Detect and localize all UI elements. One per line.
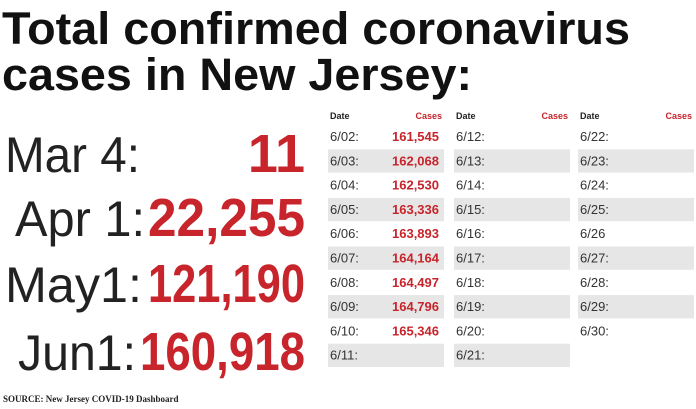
cases-cell: 162,530 [392, 178, 439, 193]
date-cell: 6/24: [580, 178, 609, 193]
cases-cell: 163,336 [392, 202, 439, 217]
milestone-cases: 22,255 [148, 188, 305, 248]
date-cell: 6/15: [456, 202, 485, 217]
date-cell: 6/06: [330, 226, 359, 241]
title-line: cases in New Jersey: [2, 49, 472, 100]
date-header: Date [580, 111, 600, 121]
row-bg [328, 343, 444, 367]
cases-cell: 161,545 [392, 129, 439, 144]
date-cell: 6/14: [456, 178, 485, 193]
date-cell: 6/05: [330, 202, 359, 217]
milestone-date: May1: [5, 257, 142, 313]
milestone-cases: 11 [248, 124, 305, 184]
date-cell: 6/12: [456, 129, 485, 144]
row-bg [454, 197, 570, 222]
date-cell: 6/19: [456, 299, 485, 314]
row-bg [328, 149, 444, 173]
cases-cell: 164,796 [392, 299, 439, 314]
cases-cell: 165,346 [392, 323, 439, 338]
cases-cell: 162,068 [392, 153, 439, 168]
cases-cell: 164,164 [392, 251, 440, 266]
date-cell: 6/11: [330, 348, 358, 363]
date-cell: 6/21: [456, 348, 485, 363]
date-cell: 6/26 [580, 226, 605, 241]
row-bg [328, 246, 444, 270]
date-cell: 6/09: [330, 299, 359, 314]
milestone-date: Mar 4: [5, 127, 140, 183]
date-cell: 6/13: [456, 153, 485, 168]
milestone-cases: 160,918 [140, 322, 305, 382]
title-line: Total confirmed coronavirus [2, 3, 630, 54]
date-cell: 6/18: [456, 275, 485, 290]
row-bg [454, 246, 570, 270]
date-cell: 6/08: [330, 275, 359, 290]
row-bg [454, 149, 570, 173]
date-cell: 6/04: [330, 178, 359, 193]
cases-cell: 164,497 [392, 275, 439, 290]
row-bg [454, 343, 570, 367]
date-cell: 6/17: [456, 251, 485, 266]
date-cell: 6/29: [580, 299, 609, 314]
date-header: Date [330, 111, 350, 121]
date-cell: 6/02: [330, 129, 359, 144]
cases-header: Cases [665, 111, 692, 121]
date-cell: 6/28: [580, 275, 609, 290]
row-bg [578, 197, 694, 222]
date-header: Date [456, 111, 476, 121]
row-bg [578, 149, 694, 173]
row-bg [454, 295, 570, 319]
date-cell: 6/22: [580, 129, 609, 144]
milestone-cases: 121,190 [148, 254, 305, 314]
date-cell: 6/03: [330, 153, 359, 168]
date-cell: 6/23: [580, 153, 609, 168]
date-cell: 6/27: [580, 251, 609, 266]
row-bg [578, 246, 694, 270]
date-cell: 6/30: [580, 323, 609, 338]
milestone-date: Jun1: [18, 325, 136, 381]
date-cell: 6/07: [330, 251, 359, 266]
row-bg [328, 295, 444, 319]
cases-header: Cases [415, 111, 442, 121]
cases-header: Cases [541, 111, 568, 121]
cases-cell: 163,893 [392, 226, 439, 241]
date-cell: 6/25: [580, 202, 609, 217]
milestone-date: Apr 1: [15, 191, 145, 247]
date-cell: 6/10: [330, 323, 359, 338]
source: SOURCE: New Jersey COVID-19 Dashboard [3, 394, 179, 404]
date-cell: 6/20: [456, 323, 485, 338]
row-bg [328, 197, 444, 222]
row-bg [578, 295, 694, 319]
date-cell: 6/16: [456, 226, 485, 241]
